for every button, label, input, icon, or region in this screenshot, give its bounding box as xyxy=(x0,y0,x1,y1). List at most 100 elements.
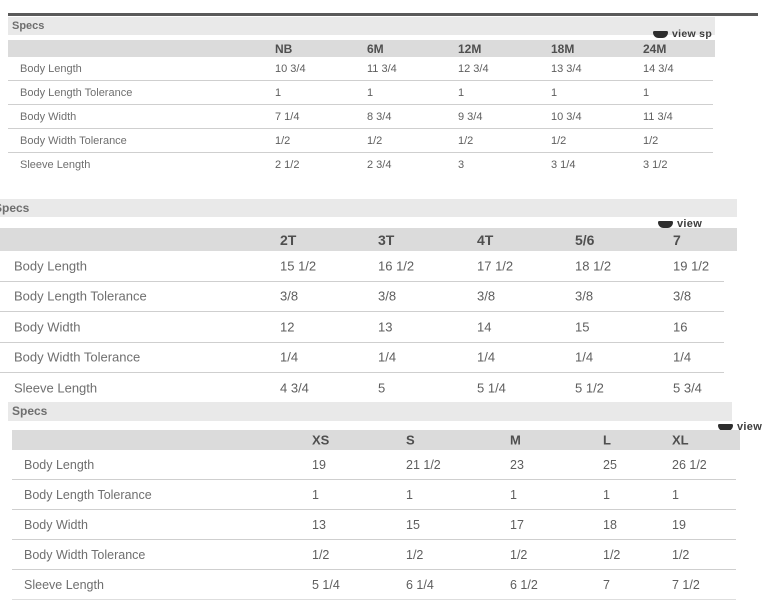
cell-value: 21 1/2 xyxy=(406,457,441,472)
cell-value: 17 xyxy=(510,517,524,532)
column-header: 5/6 xyxy=(575,231,595,248)
table-row: Sleeve Length 4 3/4 5 5 1/4 5 1/2 5 3/4 xyxy=(0,373,724,403)
specs-table-section-infant: Specs view sp NB 6M 12M 18M 24M Body Length 1… xyxy=(8,13,763,175)
specs-table-section-youth: Specs view XS S M L XL Body Length 19 21 1/2 23… xyxy=(8,402,763,600)
row-label: Body Length xyxy=(24,457,95,472)
column-header: 18M xyxy=(551,41,575,56)
view-specs-link[interactable]: view xyxy=(718,421,762,433)
column-header: XS xyxy=(312,432,330,448)
table-row: Body Width Tolerance 1/4 1/4 1/4 1/4 1/4 xyxy=(0,343,724,373)
cell-value: 1/2 xyxy=(458,134,474,147)
cell-value: 11 3/4 xyxy=(643,110,673,123)
table-body: Body Length 19 21 1/2 23 25 26 1/2 Body Length… xyxy=(12,450,736,600)
specs-section-header[interactable]: Specs xyxy=(0,199,737,217)
cell-value: 12 3/4 xyxy=(458,62,489,75)
column-header-row: NB 6M 12M 18M 24M xyxy=(8,40,715,57)
row-label: Body Length Tolerance xyxy=(14,288,147,304)
eye-icon xyxy=(658,220,673,228)
cell-value: 1/2 xyxy=(603,547,621,562)
cell-value: 1 xyxy=(672,487,679,502)
cell-value: 3/8 xyxy=(477,288,496,304)
specs-section-header[interactable]: Specs xyxy=(8,17,715,35)
cell-value: 9 3/4 xyxy=(458,110,483,123)
row-label: Body Width xyxy=(20,110,77,123)
table-row: Body Width Tolerance 1/2 1/2 1/2 1/2 1/2 xyxy=(12,540,736,570)
cell-value: 3/8 xyxy=(673,288,692,304)
cell-value: 15 1/2 xyxy=(280,258,317,274)
specs-section-header[interactable]: Specs xyxy=(8,402,732,421)
cell-value: 5 1/4 xyxy=(312,577,340,592)
cell-value: 1 xyxy=(551,86,558,99)
cell-value: 4 3/4 xyxy=(280,380,309,396)
view-specs-label: view xyxy=(737,421,763,434)
table-row: Sleeve Length 5 1/4 6 1/4 6 1/2 7 7 1/2 xyxy=(12,570,736,600)
row-label: Body Width xyxy=(24,517,88,532)
cell-value: 1 xyxy=(406,487,413,502)
view-specs-label: view sp xyxy=(672,28,713,41)
top-divider-bar xyxy=(8,13,758,16)
column-header: 3T xyxy=(378,231,395,248)
cell-value: 3 1/4 xyxy=(551,158,576,171)
cell-value: 6 1/2 xyxy=(510,577,538,592)
cell-value: 3/8 xyxy=(280,288,299,304)
row-label: Body Length Tolerance xyxy=(20,86,133,99)
cell-value: 15 xyxy=(575,319,590,335)
cell-value: 3/8 xyxy=(378,288,397,304)
cell-value: 13 xyxy=(378,319,393,335)
specs-section-title: Specs xyxy=(0,201,30,215)
table-row: Body Length 10 3/4 11 3/4 12 3/4 13 3/4 14 3/… xyxy=(8,57,713,81)
cell-value: 14 xyxy=(477,319,492,335)
view-specs-link[interactable]: view xyxy=(658,218,702,230)
cell-value: 12 xyxy=(280,319,295,335)
specs-section-title: Specs xyxy=(12,404,48,418)
column-header: M xyxy=(510,432,521,448)
column-header-row: XS S M L XL xyxy=(12,430,740,450)
cell-value: 19 xyxy=(672,517,686,532)
column-header: 24M xyxy=(643,41,667,56)
row-label: Body Width Tolerance xyxy=(20,134,127,147)
row-label: Sleeve Length xyxy=(24,577,104,592)
column-header: L xyxy=(603,432,611,448)
table-row: Sleeve Length 2 1/2 2 3/4 3 3 1/4 3 1/2 xyxy=(8,153,713,176)
cell-value: 26 1/2 xyxy=(672,457,707,472)
column-header: 7 xyxy=(673,231,681,248)
cell-value: 5 3/4 xyxy=(673,380,702,396)
cell-value: 1 xyxy=(275,86,282,99)
cell-value: 1 xyxy=(312,487,319,502)
cell-value: 16 xyxy=(673,319,688,335)
cell-value: 1/4 xyxy=(575,349,594,365)
cell-value: 1 xyxy=(643,86,650,99)
row-label: Body Width xyxy=(14,319,81,335)
cell-value: 1 xyxy=(510,487,517,502)
eye-icon xyxy=(718,423,733,431)
cell-value: 18 1/2 xyxy=(575,258,612,274)
cell-value: 8 3/4 xyxy=(367,110,392,123)
table-body: Body Length 15 1/2 16 1/2 17 1/2 18 1/2 19 1/… xyxy=(0,251,724,403)
specs-table-section-toddler: Specs view 2T 3T 4T 5/6 7 Body Length 15 1/2 1… xyxy=(0,199,737,400)
cell-value: 1/4 xyxy=(280,349,299,365)
cell-value: 3/8 xyxy=(575,288,594,304)
row-label: Body Length Tolerance xyxy=(24,487,152,502)
cell-value: 7 xyxy=(603,577,610,592)
cell-value: 23 xyxy=(510,457,524,472)
cell-value: 17 1/2 xyxy=(477,258,514,274)
table-row: Body Width 7 1/4 8 3/4 9 3/4 10 3/4 11 3/4 xyxy=(8,105,713,129)
table-row: Body Length Tolerance 1 1 1 1 1 xyxy=(8,81,713,105)
cell-value: 3 xyxy=(458,158,465,171)
cell-value: 19 1/2 xyxy=(673,258,710,274)
cell-value: 19 xyxy=(312,457,326,472)
cell-value: 14 3/4 xyxy=(643,62,674,75)
cell-value: 1/2 xyxy=(643,134,659,147)
table-row: Body Length 15 1/2 16 1/2 17 1/2 18 1/2 19 1/… xyxy=(0,251,724,282)
cell-value: 5 1/4 xyxy=(477,380,506,396)
cell-value: 1/4 xyxy=(673,349,692,365)
eye-icon xyxy=(653,30,668,38)
cell-value: 10 3/4 xyxy=(275,62,306,75)
view-specs-link[interactable]: view sp xyxy=(653,28,712,40)
table-row: Body Length Tolerance 1 1 1 1 1 xyxy=(12,480,736,510)
table-body: Body Length 10 3/4 11 3/4 12 3/4 13 3/4 14 3/… xyxy=(8,57,713,176)
cell-value: 11 3/4 xyxy=(367,62,397,75)
table-row: Body Width 13 15 17 18 19 xyxy=(12,510,736,540)
row-label: Body Length xyxy=(14,258,88,274)
table-row: Body Length Tolerance 3/8 3/8 3/8 3/8 3/8 xyxy=(0,282,724,312)
